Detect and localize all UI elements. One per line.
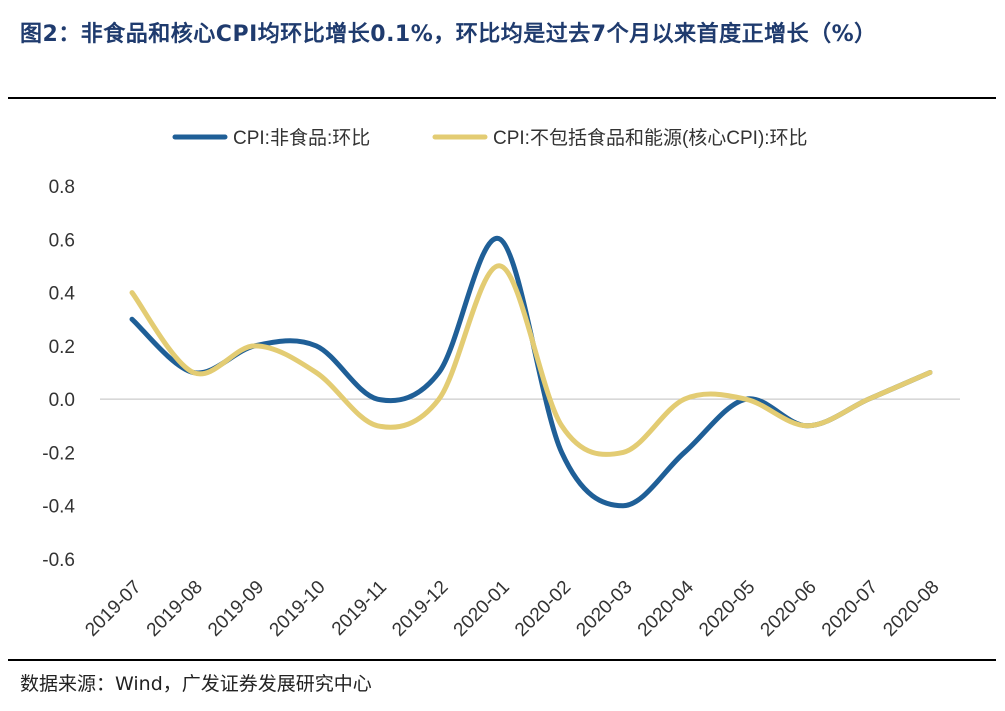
x-tick-label: 2020-08 (879, 577, 943, 641)
y-tick-label: -0.4 (42, 497, 75, 518)
y-tick-label: -0.6 (42, 550, 75, 571)
y-tick-label: -0.2 (42, 443, 75, 464)
y-tick-label: 0.6 (49, 230, 75, 251)
x-tick-label: 2019-08 (143, 577, 207, 641)
x-tick-label: 2020-01 (450, 577, 514, 641)
y-tick-label: 0.8 (49, 177, 75, 198)
y-axis: 0.8 0.6 0.4 0.2 0.0 -0.2 -0.4 -0.6 (42, 177, 75, 571)
line-chart: CPI:非食品:环比 CPI:不包括食品和能源(核心CPI):环比 0.8 0.6 0… (0, 100, 1005, 658)
x-tick-label: 2019-11 (328, 577, 391, 640)
series-line-2 (129, 263, 933, 457)
x-tick-label: 2020-03 (572, 577, 636, 641)
x-tick-label: 2019-07 (81, 577, 145, 641)
x-tick-label: 2020-04 (634, 576, 698, 640)
footer-divider (8, 659, 996, 661)
x-tick-label: 2020-02 (511, 577, 575, 641)
series-line-1 (129, 235, 933, 509)
chart-legend: CPI:非食品:环比 CPI:不包括食品和能源(核心CPI):环比 (172, 127, 808, 149)
series-layer (129, 235, 933, 509)
x-tick-label: 2020-07 (818, 577, 882, 641)
legend-label-1: CPI:非食品:环比 (233, 127, 370, 149)
chart-canvas: CPI:非食品:环比 CPI:不包括食品和能源(核心CPI):环比 0.80.60… (42, 127, 960, 641)
x-tick-label: 2020-05 (695, 577, 759, 641)
title-divider (8, 97, 996, 99)
x-tick-label: 2019-12 (388, 577, 452, 641)
legend-label-2: CPI:不包括食品和能源(核心CPI):环比 (493, 127, 808, 149)
x-tick-label: 2019-10 (266, 577, 330, 641)
y-tick-label: 0.2 (49, 337, 75, 358)
x-tick-label: 2019-09 (204, 577, 268, 641)
y-tick-label: 0.4 (49, 284, 76, 305)
chart-title: 图2：非食品和核心CPI均环比增长0.1%，环比均是过去7个月以来首度正增长（%… (20, 22, 877, 47)
data-source-note: 数据来源：Wind，广发证券发展研究中心 (20, 673, 372, 695)
x-tick-label: 2020-06 (757, 577, 821, 641)
x-axis: 2019-072019-082019-092019-102019-112019-… (81, 576, 943, 640)
y-tick-label: 0.0 (49, 390, 75, 411)
